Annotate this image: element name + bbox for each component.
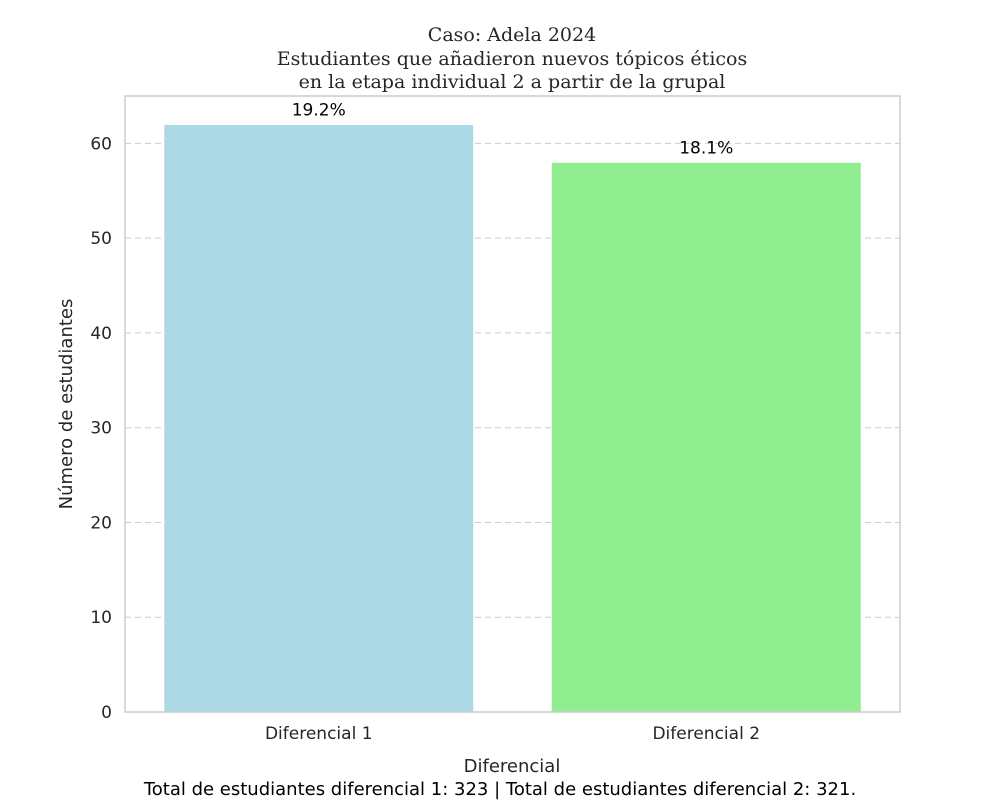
bars bbox=[163, 123, 862, 713]
chart-title-line-2: Estudiantes que añadieron nuevos tópicos… bbox=[277, 48, 747, 70]
bar-2 bbox=[550, 161, 862, 713]
footnote-totals: Total de estudiantes diferencial 1: 323 … bbox=[143, 779, 856, 800]
plot-frame bbox=[124, 95, 901, 713]
y-tick-label: 60 bbox=[90, 134, 112, 154]
y-tick-label: 50 bbox=[90, 229, 112, 249]
y-tick-label: 40 bbox=[90, 324, 112, 344]
y-tick-label: 0 bbox=[101, 703, 112, 723]
y-tick-label: 10 bbox=[90, 608, 112, 628]
bar-value-label-2: 18.1% bbox=[679, 138, 733, 158]
y-tick-label: 30 bbox=[90, 419, 112, 439]
x-axis-ticks: Diferencial 1 Diferencial 2 bbox=[265, 724, 760, 744]
x-tick-label: Diferencial 2 bbox=[652, 724, 760, 744]
chart-title-line-3: en la etapa individual 2 a partir de la … bbox=[299, 71, 726, 93]
bar-value-labels: 19.2% 18.1% bbox=[292, 100, 734, 158]
y-axis-label: Número de estudiantes bbox=[56, 299, 77, 510]
y-tick-label: 20 bbox=[90, 513, 112, 533]
x-axis-label: Diferencial bbox=[464, 756, 561, 777]
x-tick-label: Diferencial 1 bbox=[265, 724, 373, 744]
chart-title-line-1: Caso: Adela 2024 bbox=[428, 24, 596, 46]
bar-1 bbox=[163, 123, 475, 713]
y-axis-ticks: 0 10 20 30 40 50 60 bbox=[90, 134, 112, 723]
bar-value-label-1: 19.2% bbox=[292, 100, 346, 120]
